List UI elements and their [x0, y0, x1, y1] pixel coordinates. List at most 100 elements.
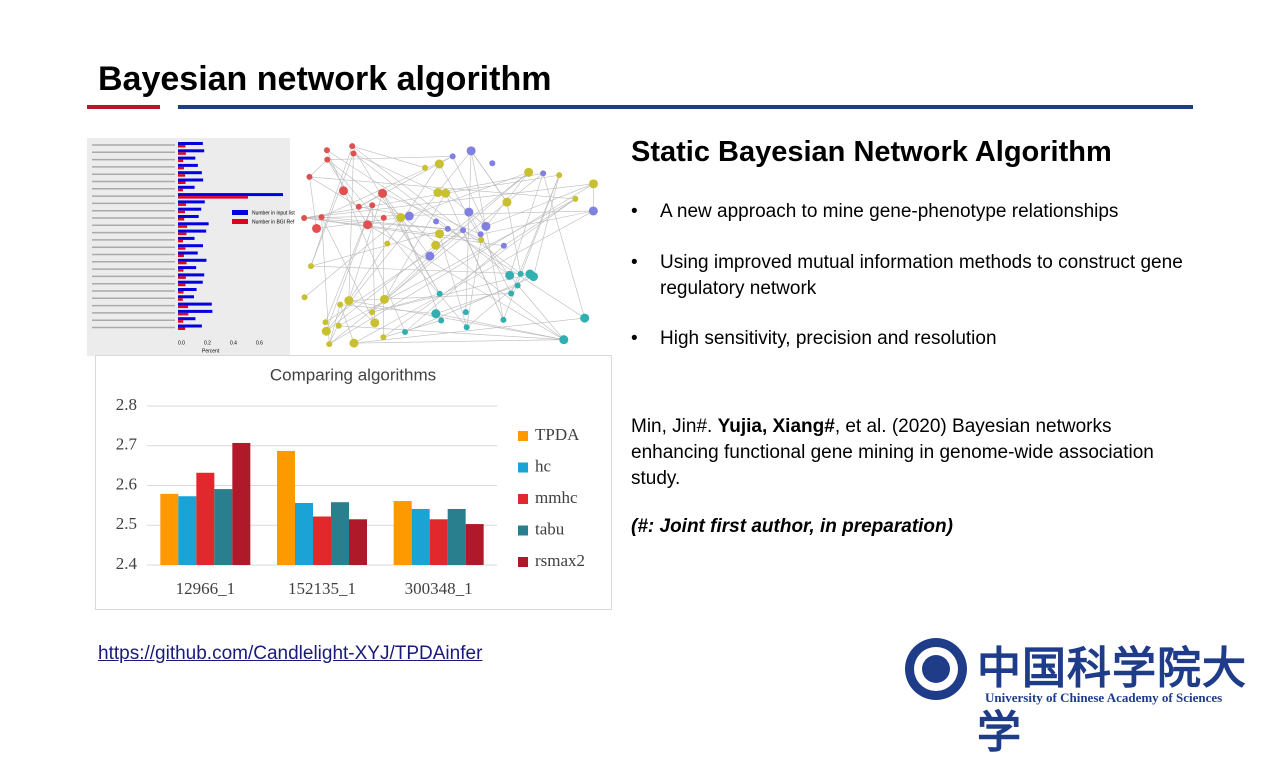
bar	[160, 494, 178, 565]
deco-node	[378, 189, 387, 198]
slide: {"header": {"title": "Bayesian network a…	[0, 0, 1280, 720]
axis-tick: 0.0	[178, 340, 185, 346]
deco-node	[422, 165, 428, 171]
deco-bar	[178, 313, 188, 316]
deco-bar	[178, 160, 183, 163]
deco-bar	[178, 237, 195, 240]
deco-node	[500, 317, 506, 323]
deco-node	[431, 241, 440, 250]
deco-node	[478, 231, 484, 237]
deco-node	[326, 341, 332, 347]
deco-bar	[178, 145, 185, 148]
bar	[277, 451, 295, 565]
deco-bar	[178, 298, 183, 301]
deco-node	[441, 189, 450, 198]
bar	[196, 473, 214, 565]
chart-frame	[96, 356, 612, 610]
deco-edge	[384, 256, 429, 299]
title-rule-blue	[178, 105, 1193, 109]
deco-node	[369, 309, 375, 315]
bullet: •High sensitivity, precision and resolut…	[631, 326, 1191, 352]
deco-node	[349, 339, 358, 348]
deco-bar	[178, 149, 204, 152]
deco-bar	[178, 306, 188, 309]
bullet: •Using improved mutual information metho…	[631, 250, 1191, 302]
deco-bar	[178, 233, 186, 236]
link[interactable]: https://github.com/Candlelight-XYJ/TPDAi…	[98, 643, 482, 665]
deco-node	[306, 174, 312, 180]
y-tick-label: 2.5	[116, 514, 137, 533]
deco-node	[445, 226, 451, 232]
bar	[394, 501, 412, 565]
deco-edge	[436, 286, 518, 314]
deco-edge	[327, 150, 585, 318]
deco-edge	[317, 217, 401, 228]
deco-node	[501, 243, 507, 249]
deco-node	[301, 215, 307, 221]
deco-node	[589, 179, 598, 188]
deco-node	[380, 295, 389, 304]
deco-edge	[309, 177, 316, 229]
deco-edge	[329, 184, 593, 344]
deco-node	[524, 168, 533, 177]
deco-node	[322, 327, 331, 336]
bullet-text: Using improved mutual information method…	[660, 250, 1191, 302]
deco-bar	[178, 164, 198, 167]
deco-bar	[178, 215, 199, 218]
deco-node	[349, 143, 355, 149]
deco-edge	[368, 225, 564, 340]
bar	[430, 519, 448, 565]
chart: Comparing algorithms 2.42.52.62.72.81296…	[95, 355, 612, 610]
deco-bar	[178, 328, 185, 331]
deco-node	[540, 170, 546, 176]
legend-label: hc	[535, 456, 552, 475]
deco-bar	[178, 317, 195, 320]
bar	[295, 503, 313, 565]
deco-node	[402, 329, 408, 335]
deco-node	[369, 202, 375, 208]
deco-bar	[178, 171, 202, 174]
deco-bar	[178, 325, 202, 328]
deco-node	[302, 294, 308, 300]
legend-swatch	[232, 210, 248, 215]
deco-edge	[467, 240, 482, 327]
deco-bar	[178, 142, 203, 145]
deco-node	[589, 206, 598, 215]
x-tick-label: 300348_1	[405, 579, 473, 598]
deco-node	[396, 213, 405, 222]
deco-edge	[311, 229, 448, 266]
deco-bar	[178, 189, 183, 192]
bullet-text: High sensitivity, precision and resoluti…	[660, 326, 1191, 352]
note: (#: Joint first author, in preparation)	[631, 516, 953, 538]
y-tick-label: 2.8	[116, 395, 137, 414]
deco-node	[363, 220, 372, 229]
deco-node	[433, 188, 442, 197]
bar	[178, 496, 196, 565]
bar	[313, 517, 331, 565]
axis-label: Percent	[202, 348, 220, 354]
legend-swatch	[518, 494, 528, 504]
y-tick-label: 2.4	[116, 554, 138, 573]
deco-edge	[503, 175, 559, 320]
deco-node	[435, 229, 444, 238]
deco-bar	[178, 284, 185, 287]
deco-bar	[178, 269, 183, 272]
deco-bar	[178, 196, 248, 199]
y-tick-label: 2.6	[116, 474, 137, 493]
logo-english: University of Chinese Academy of Science…	[985, 690, 1222, 706]
deco-node	[508, 290, 514, 296]
deco-node	[324, 147, 330, 153]
deco-bar	[178, 244, 203, 247]
deco-node	[464, 324, 470, 330]
deco-bar	[178, 174, 185, 177]
deco-node	[435, 160, 444, 169]
deco-edge	[543, 173, 585, 318]
deco-bar	[178, 266, 196, 269]
legend-label: rsmax2	[535, 551, 585, 570]
deco-node	[502, 198, 511, 207]
deco-bar	[178, 247, 185, 250]
deco-node	[431, 309, 440, 318]
deco-bar	[178, 262, 187, 265]
deco-edge	[304, 218, 481, 240]
legend-swatch	[518, 557, 528, 567]
